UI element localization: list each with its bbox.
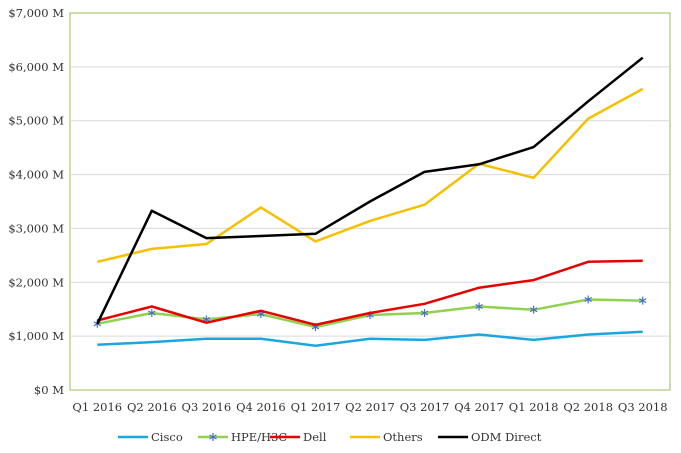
y-tick-label: $2,000 M [8, 275, 64, 289]
legend-item: ODM Direct [438, 430, 542, 444]
y-tick-label: $6,000 M [8, 60, 64, 74]
data-point-marker [475, 302, 483, 311]
series-line [97, 87, 644, 264]
legend-label: Cisco [151, 430, 183, 444]
data-point-marker [209, 433, 217, 441]
series-others [97, 87, 644, 264]
x-tick-label: Q2 2018 [563, 400, 613, 414]
y-tick-label: $5,000 M [8, 114, 64, 128]
x-tick-label: Q3 2017 [400, 400, 450, 414]
x-tick-label: Q4 2016 [236, 400, 286, 414]
legend-label: ODM Direct [471, 430, 542, 444]
series-lines [93, 56, 647, 348]
series-cisco [97, 330, 643, 348]
x-tick-label: Q3 2018 [618, 400, 668, 414]
x-tick-label: Q1 2018 [509, 400, 559, 414]
y-tick-label: $7,000 M [8, 6, 64, 20]
y-tick-label: $4,000 M [8, 168, 64, 182]
legend: Cisco HPE/H3C Dell Others ODM Direct [118, 430, 542, 444]
data-point-marker [529, 305, 538, 314]
x-tick-label: Q4 2017 [454, 400, 504, 414]
legend-label: HPE/H3C [231, 430, 287, 444]
legend-label: Dell [303, 430, 327, 444]
x-tick-label: Q2 2016 [127, 400, 177, 414]
x-tick-label: Q1 2016 [72, 400, 122, 414]
legend-item: Others [350, 430, 423, 444]
series-line [97, 330, 643, 348]
x-tick-label: Q1 2017 [291, 400, 341, 414]
data-point-marker [638, 296, 647, 305]
x-axis-tick-labels: Q1 2016 Q2 2016 Q3 2016 Q4 2016 Q1 2017 Q2 20… [72, 400, 667, 414]
legend-item: Dell [270, 430, 327, 444]
y-tick-label: $1,000 M [8, 329, 64, 343]
data-point-marker [148, 308, 156, 317]
legend-label: Others [383, 430, 423, 444]
y-tick-label: $0 M [34, 383, 64, 397]
series-line [96, 259, 643, 327]
x-tick-label: Q3 2016 [182, 400, 232, 414]
legend-item: HPE/H3C [198, 430, 287, 444]
series-dell [96, 259, 643, 327]
data-point-marker [420, 308, 429, 317]
x-tick-label: Q2 2017 [345, 400, 395, 414]
data-point-marker [584, 295, 592, 304]
y-tick-label: $3,000 M [8, 221, 64, 235]
y-axis-tick-labels: $0 M $1,000 M $2,000 M $3,000 M $4,000 M $5,0… [8, 6, 64, 397]
legend-item: Cisco [118, 430, 183, 444]
series-odm-direct [96, 56, 644, 325]
